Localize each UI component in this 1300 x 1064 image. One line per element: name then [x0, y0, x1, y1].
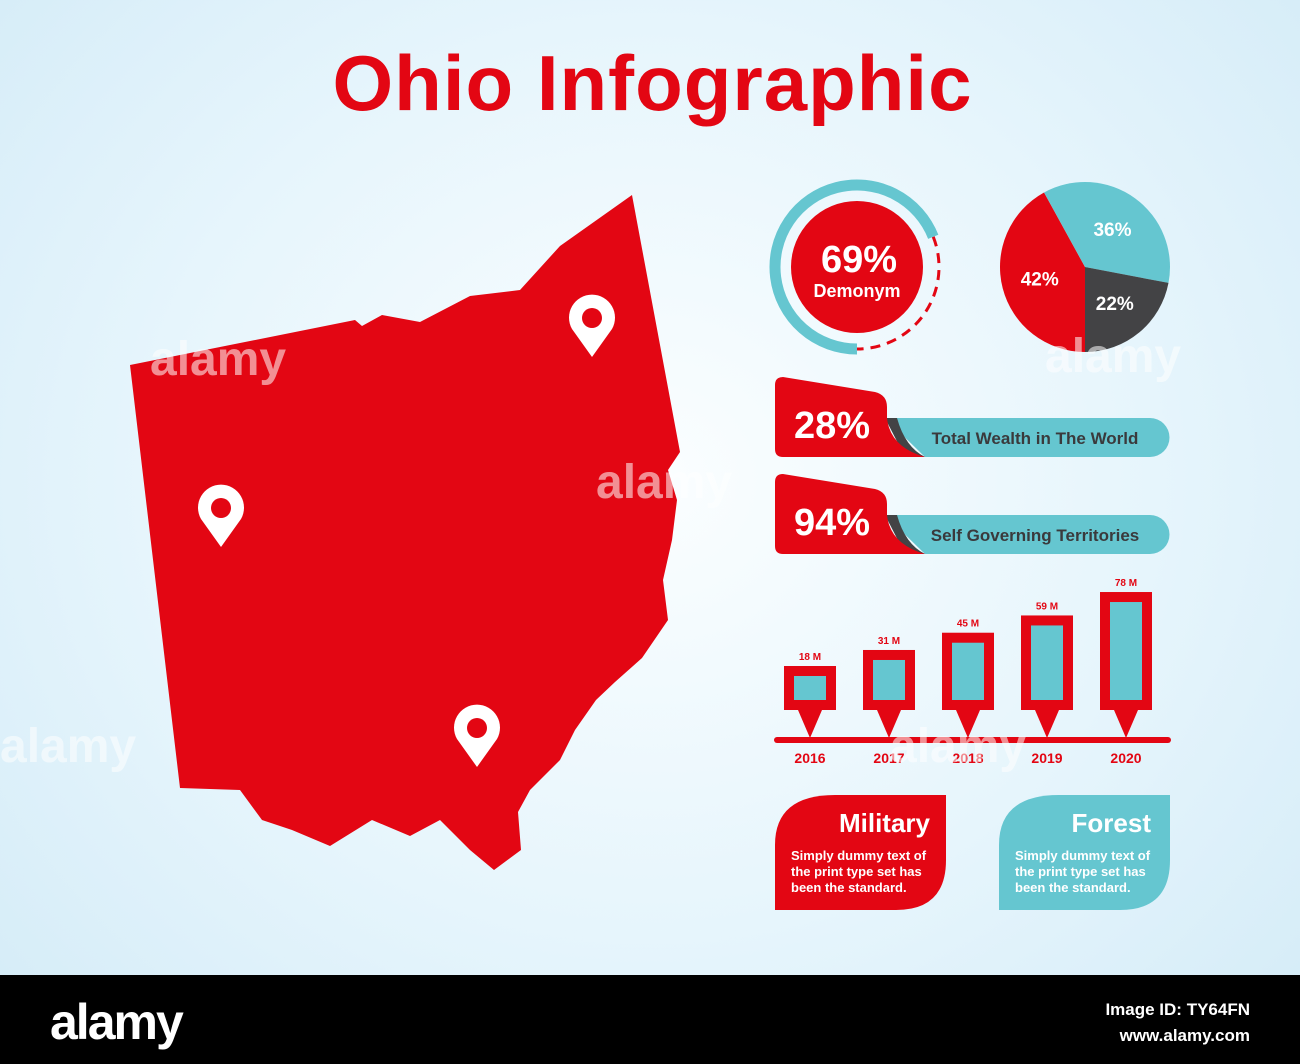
- pie-slice: [1000, 192, 1085, 352]
- watermarks: alamy alamy alamy alamy alamy: [0, 330, 1181, 773]
- bar-category-label: 2016: [794, 750, 825, 766]
- svg-text:alamy: alamy: [890, 720, 1026, 773]
- forest-card: [999, 795, 1170, 910]
- bar-category-label: 2019: [1031, 750, 1062, 766]
- bar: [942, 632, 994, 738]
- image-id-text: Image ID: TY64FN: [1105, 1000, 1250, 1019]
- stat-banner: 94% Self Governing Territories: [775, 474, 1170, 554]
- ring-progress-arc: [769, 179, 939, 355]
- map-pin-icon: [454, 704, 501, 767]
- military-card-title: Military: [838, 808, 930, 838]
- pie-chart: 42% 36% 22%: [1000, 182, 1170, 352]
- infographic-canvas: 69% Demonym 42% 36% 22% 28% Total Wealth in…: [0, 179, 1181, 910]
- svg-text:alamy: alamy: [150, 333, 286, 386]
- bar: [863, 649, 915, 738]
- bar-category-label: 2020: [1110, 750, 1141, 766]
- pie-slice-label: 22%: [1096, 294, 1134, 315]
- ring-value: 69%: [821, 239, 897, 281]
- bar: [1100, 592, 1152, 738]
- bar-data-label: 45 M: [957, 619, 979, 630]
- bar: [784, 666, 836, 738]
- stat-label: Total Wealth in The World: [932, 429, 1139, 448]
- ring-remainder-arc: [856, 236, 941, 351]
- bar-baseline: [774, 737, 1171, 743]
- bar-chart: 18 M 2016 31 M 2017 45 M 2018 59 M 2019 78 M 2020: [774, 578, 1171, 766]
- stat-value: 28%: [794, 405, 870, 447]
- bar-data-label: 78 M: [1115, 578, 1137, 589]
- ring-label: Demonym: [813, 281, 900, 301]
- svg-text:alamy: alamy: [0, 720, 136, 773]
- pie-slice-label: 42%: [1021, 270, 1059, 291]
- alamy-logo: alamy: [50, 994, 184, 1050]
- svg-text:alamy: alamy: [596, 456, 732, 509]
- bar-data-label: 59 M: [1036, 601, 1058, 612]
- ring-stat: 69% Demonym: [769, 179, 941, 355]
- ohio-map: [130, 195, 680, 870]
- footer-bar: alamy Image ID: TY64FN www.alamy.com: [0, 975, 1300, 1064]
- ring-center: [791, 201, 923, 333]
- bar-data-label: 18 M: [799, 652, 821, 663]
- bar-data-label: 31 M: [878, 636, 900, 647]
- map-pin-icon: [198, 484, 244, 547]
- image-id: Image ID: TY64FN www.alamy.com: [1105, 997, 1250, 1049]
- stat-banner: 28% Total Wealth in The World: [775, 377, 1170, 457]
- pie-slice-label: 36%: [1093, 220, 1131, 241]
- military-card-text: Simply dummy text of the print type set …: [791, 848, 927, 895]
- military-card: [775, 795, 946, 910]
- stat-label: Self Governing Territories: [931, 526, 1139, 545]
- stat-value: 94%: [794, 502, 870, 544]
- bar: [1021, 615, 1073, 738]
- bar-category-label: 2017: [873, 750, 904, 766]
- bar-category-label: 2018: [952, 750, 983, 766]
- pie-slice: [1044, 182, 1170, 283]
- page-title: Ohio Infographic: [332, 39, 973, 127]
- forest-card-title: Forest: [1071, 808, 1151, 838]
- site-url: www.alamy.com: [1119, 1026, 1250, 1045]
- forest-card-text: Simply dummy text of the print type set …: [1015, 848, 1151, 895]
- map-pin-icon: [569, 294, 615, 357]
- svg-text:alamy: alamy: [1045, 330, 1181, 383]
- pie-slice: [1085, 267, 1169, 352]
